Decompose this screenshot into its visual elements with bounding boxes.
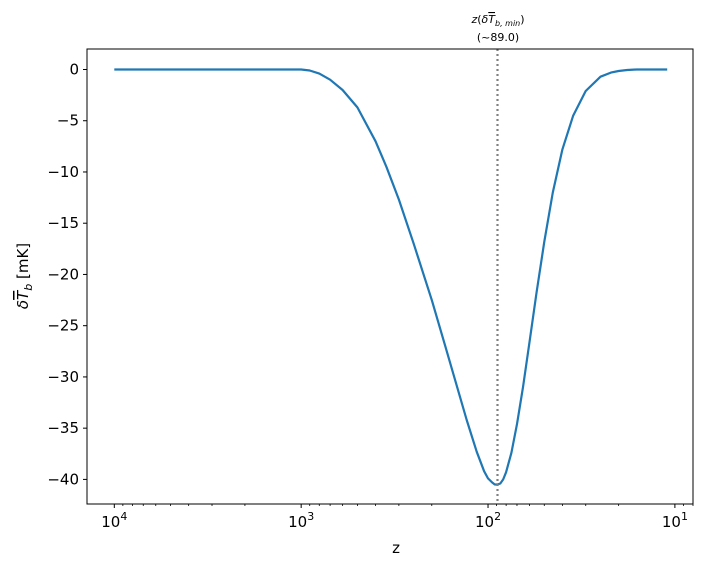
y-tick-label: −30 (47, 368, 79, 386)
x-tick-label: 104 (101, 510, 127, 531)
ticks: 0 −5 −10 −15 −20 −25 −30 −35 −40 104 103 102 101 (47, 60, 694, 531)
x-axis-label: z (392, 539, 400, 557)
x-tick-label: 102 (475, 510, 501, 531)
y-tick-label: −10 (47, 163, 79, 181)
y-tick-label: −5 (57, 112, 79, 130)
annotation-label-line2: (~89.0) (477, 31, 519, 44)
y-tick-label: 0 (69, 60, 79, 78)
y-tick-label: −35 (47, 419, 79, 437)
x-tick-label: 101 (662, 510, 688, 531)
series-line (114, 68, 668, 486)
y-tick-label: −25 (47, 317, 79, 335)
y-tick-label: −40 (47, 470, 79, 488)
x-tick-label: 103 (288, 510, 314, 531)
annotation-label-line1: z(δTb, min) (470, 13, 524, 28)
axes-frame (86, 48, 694, 505)
y-tick-label: −20 (47, 265, 79, 283)
plot-area (114, 49, 668, 504)
y-axis-label: δTb [mK] (14, 243, 35, 309)
y-tick-label: −15 (47, 214, 79, 232)
